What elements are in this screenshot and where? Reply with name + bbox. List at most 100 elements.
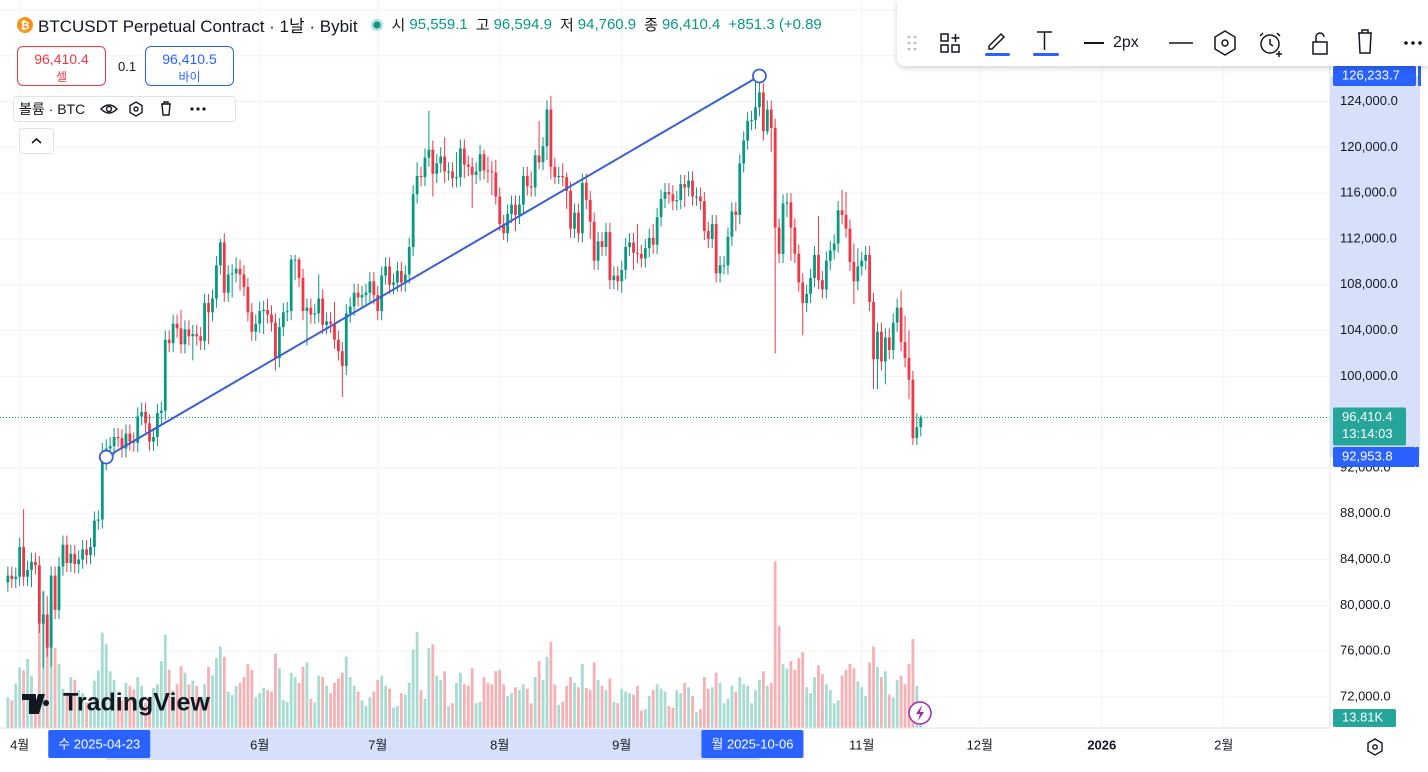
text-icon[interactable] bbox=[1037, 31, 1052, 50]
candle-body bbox=[891, 322, 895, 351]
candle-body bbox=[907, 358, 911, 380]
volume-bar bbox=[396, 706, 399, 728]
volume-bar bbox=[754, 690, 757, 728]
candle-body bbox=[754, 107, 757, 120]
lock-icon[interactable] bbox=[1312, 32, 1328, 55]
more-icon[interactable] bbox=[1404, 41, 1422, 45]
collapse-button[interactable] bbox=[19, 128, 54, 154]
candle-body bbox=[344, 313, 348, 367]
candle-body bbox=[230, 273, 234, 275]
x-tick-label: 9월 bbox=[612, 737, 631, 752]
settings-icon[interactable] bbox=[1214, 30, 1236, 56]
buy-button[interactable]: 96,410.5 바이 bbox=[145, 46, 234, 86]
x-axis-highlight bbox=[106, 729, 760, 760]
candle-body bbox=[714, 224, 718, 274]
trend-line-handle[interactable] bbox=[752, 68, 767, 84]
alert-icon[interactable] bbox=[1260, 34, 1280, 54]
volume-bar bbox=[860, 687, 864, 728]
candle-body bbox=[699, 196, 702, 202]
more-icon[interactable] bbox=[190, 107, 206, 111]
candle-body bbox=[120, 438, 124, 449]
candle-body bbox=[734, 211, 738, 215]
legend: ₿ BTCUSDT Perpetual Contract · 1날 · Bybi… bbox=[16, 12, 822, 37]
line-width-text[interactable]: 2px bbox=[1113, 34, 1139, 51]
candle-body bbox=[620, 269, 624, 282]
volume-bar bbox=[773, 561, 777, 728]
candle-body bbox=[136, 416, 140, 443]
volume-bar bbox=[852, 668, 856, 728]
y-tick-label: 88,000.0 bbox=[1340, 505, 1391, 520]
volume-bar bbox=[352, 685, 356, 728]
settings-icon[interactable] bbox=[129, 101, 143, 117]
candle-body bbox=[415, 175, 419, 195]
volume-bar bbox=[309, 698, 313, 728]
candle-body bbox=[266, 309, 269, 315]
candle-body bbox=[277, 327, 281, 359]
y-tick-label: 104,000.0 bbox=[1340, 322, 1398, 337]
volume-bar bbox=[274, 653, 277, 728]
candle-body bbox=[179, 328, 183, 345]
volume-bar bbox=[510, 693, 513, 728]
volume-bar bbox=[553, 684, 557, 728]
y-axis-highlight bbox=[1330, 75, 1420, 458]
volume-bar bbox=[911, 639, 915, 728]
templates-icon[interactable] bbox=[940, 33, 960, 53]
trend-line-handle[interactable] bbox=[98, 449, 114, 465]
candle-body bbox=[769, 109, 773, 128]
volume-bar bbox=[832, 703, 836, 728]
candle-body bbox=[832, 243, 836, 251]
candle-body bbox=[868, 254, 872, 302]
eye-icon[interactable] bbox=[100, 104, 119, 114]
symbol-title[interactable]: BTCUSDT Perpetual Contract · 1날 · Bybit bbox=[38, 17, 358, 36]
volume-bar bbox=[596, 679, 600, 728]
candle-body bbox=[915, 427, 919, 439]
volume-bar bbox=[289, 672, 293, 728]
lightning-icon[interactable] bbox=[908, 701, 932, 725]
candle-body bbox=[761, 92, 765, 132]
volume-bar bbox=[777, 626, 781, 728]
volume-bar bbox=[643, 709, 647, 728]
candle-body bbox=[61, 544, 65, 567]
delete-icon[interactable] bbox=[1358, 29, 1372, 54]
volume-bar bbox=[226, 691, 230, 728]
candle-body bbox=[797, 253, 801, 283]
candle-body bbox=[777, 227, 781, 254]
candle-body bbox=[474, 171, 478, 175]
last-price-label: 96,410.4 bbox=[1342, 409, 1393, 424]
candle-body bbox=[624, 246, 628, 270]
candle-body bbox=[34, 561, 37, 566]
y-tick-label: 84,000.0 bbox=[1340, 551, 1391, 566]
indicator-label[interactable]: 볼륨 · BTC bbox=[19, 101, 86, 117]
candle-body bbox=[132, 441, 136, 443]
candle-body bbox=[557, 175, 561, 178]
axis-settings-icon[interactable] bbox=[1367, 738, 1383, 756]
volume-bar bbox=[683, 682, 687, 728]
trend-line bbox=[105, 75, 760, 458]
sell-button[interactable]: 96,410.4 셀 bbox=[17, 46, 106, 86]
drag-handle[interactable] bbox=[907, 35, 917, 51]
volume-bar bbox=[443, 671, 447, 728]
volume-bar bbox=[140, 685, 144, 728]
candle-body bbox=[163, 339, 167, 411]
volume-bar bbox=[277, 668, 281, 728]
candle-body bbox=[628, 242, 631, 247]
color-icon[interactable] bbox=[988, 32, 1006, 50]
volume-bar bbox=[57, 663, 61, 728]
volume-bar bbox=[710, 687, 714, 728]
candle-body bbox=[817, 254, 820, 281]
volume-bar bbox=[447, 706, 450, 728]
volume-bar bbox=[112, 679, 116, 728]
delete-icon[interactable] bbox=[161, 101, 172, 116]
volume-bar bbox=[144, 702, 147, 728]
volume-tag-label: 13.81K bbox=[1342, 709, 1384, 724]
candle-body bbox=[498, 196, 502, 225]
volume-bar bbox=[333, 682, 336, 728]
volume-bar bbox=[891, 697, 895, 728]
candle-body bbox=[65, 544, 69, 564]
candle-body bbox=[144, 411, 147, 424]
volume-bar bbox=[805, 687, 809, 728]
candle-body bbox=[69, 553, 73, 564]
volume-bar bbox=[628, 693, 631, 728]
candle-body bbox=[573, 212, 576, 229]
open-value: 95,559.1 bbox=[409, 16, 468, 33]
